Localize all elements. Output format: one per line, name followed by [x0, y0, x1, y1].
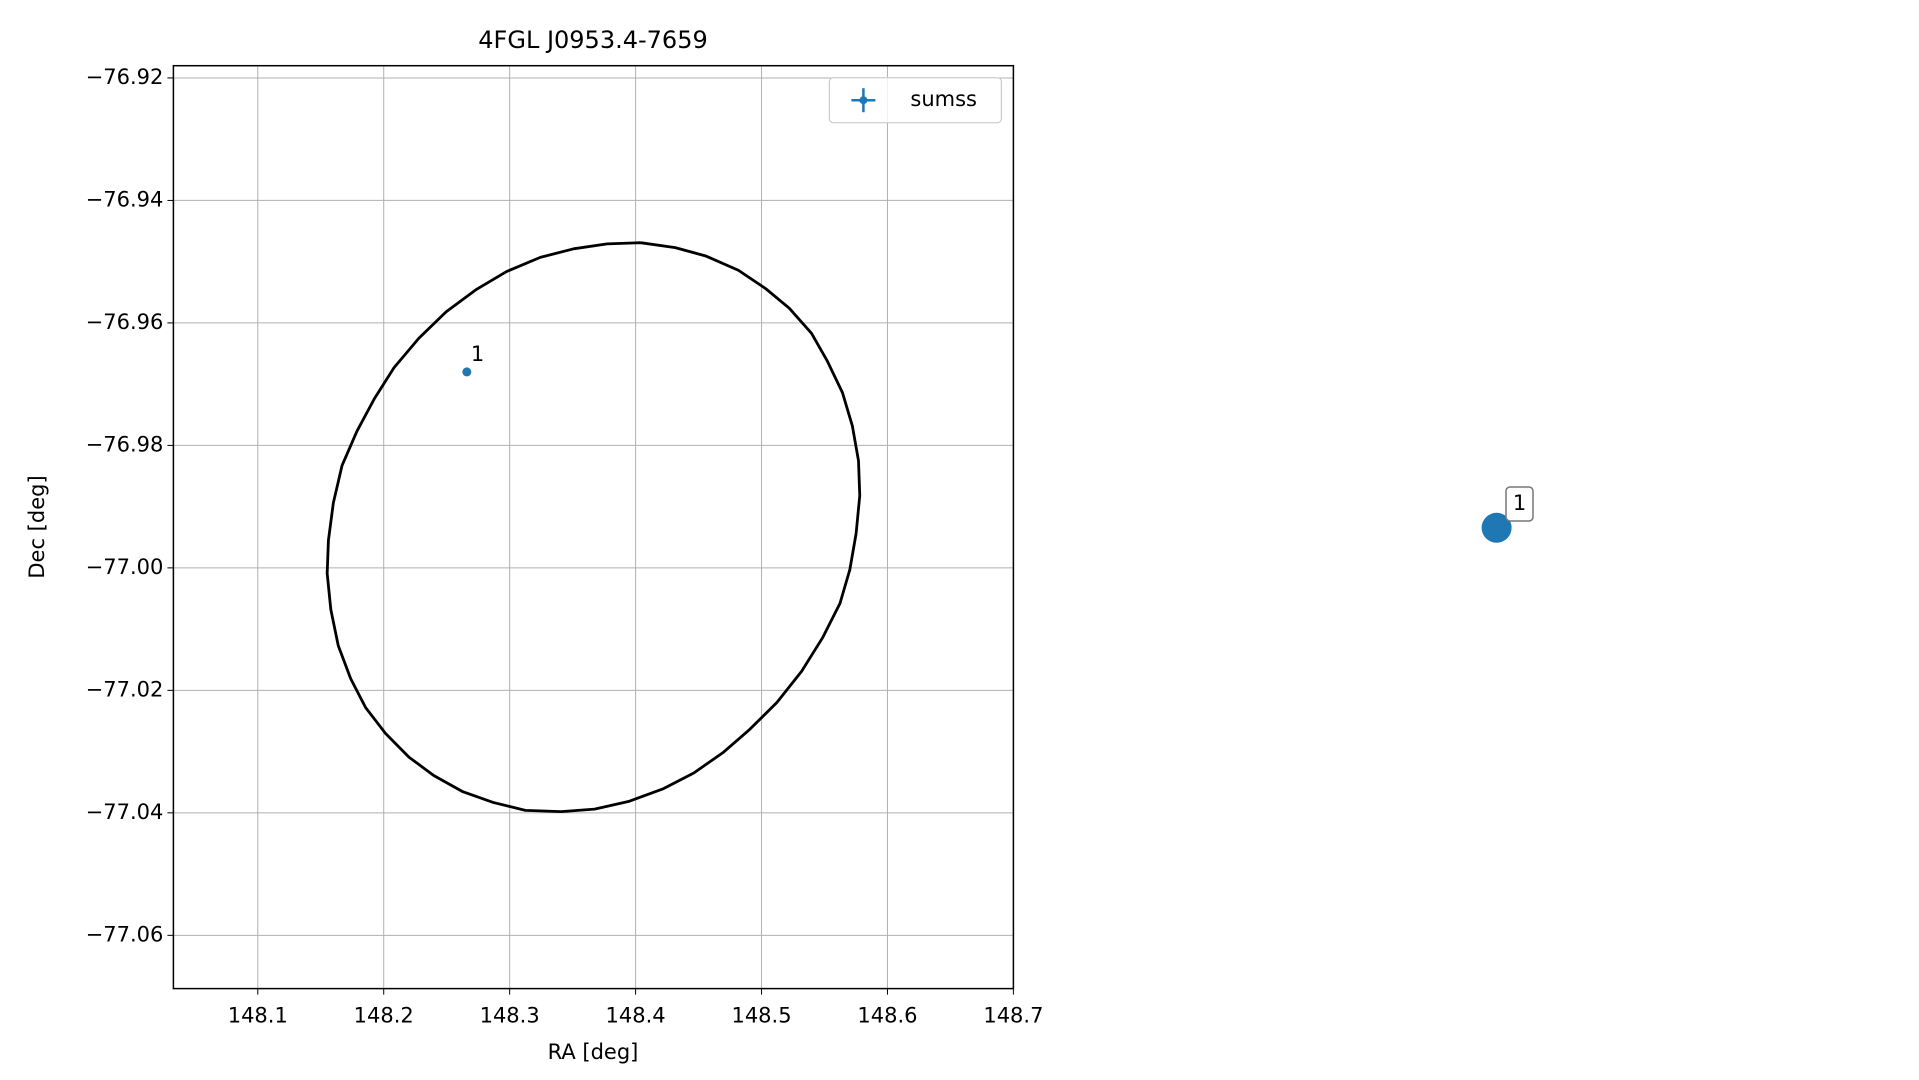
x-axis-label: RA [deg]: [548, 1040, 639, 1064]
y-tick-label: −76.92: [86, 65, 164, 89]
x-tick-label: 148.6: [857, 1004, 917, 1028]
chart-title: 4FGL J0953.4-7659: [478, 26, 707, 54]
side-panel: 1: [1481, 486, 1534, 543]
x-tick-label: 148.7: [983, 1004, 1043, 1028]
y-tick-label: −76.94: [86, 187, 164, 211]
point-label: 1: [471, 342, 484, 366]
y-tick-label: −76.98: [86, 432, 164, 456]
y-tick-label: −77.04: [86, 800, 164, 824]
y-tick-label: −76.96: [86, 310, 164, 334]
x-tick-label: 148.2: [354, 1004, 414, 1028]
y-tick-label: −77.02: [86, 677, 164, 701]
x-tick-label: 148.1: [228, 1004, 288, 1028]
y-tick-label: −77.00: [86, 555, 164, 579]
point: [462, 367, 472, 377]
y-tick-label: −77.06: [86, 922, 164, 946]
legend-marker: [859, 96, 868, 105]
source-marker: [1481, 512, 1512, 543]
x-tick-label: 148.4: [606, 1004, 666, 1028]
marker-label-box: [1505, 486, 1534, 522]
legend-box: [828, 77, 1003, 124]
error-ellipse: [325, 241, 862, 814]
legend-label: sumss: [910, 87, 977, 111]
y-axis-label: Dec [deg]: [25, 475, 49, 578]
legend: sumss: [828, 77, 1003, 124]
marker-label: 1: [1513, 491, 1526, 515]
x-tick-label: 148.3: [480, 1004, 540, 1028]
axes-frame: [172, 64, 1015, 990]
x-tick-label: 148.5: [731, 1004, 791, 1028]
